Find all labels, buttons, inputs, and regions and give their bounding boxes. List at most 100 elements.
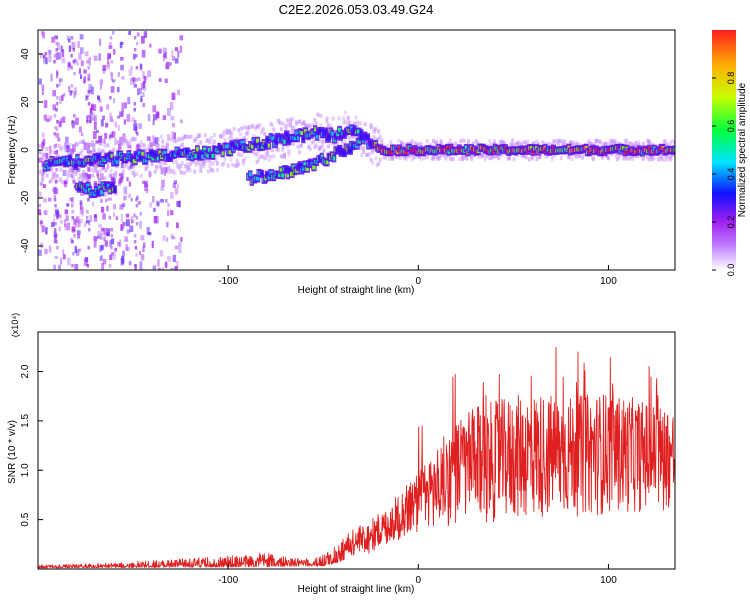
heatmap-halo [222,130,226,135]
heatmap-halo [109,168,113,173]
heatmap-speckle [149,142,153,148]
heatmap-ridge-core [365,135,370,140]
heatmap-speckle [137,88,140,96]
heatmap-halo [301,127,305,132]
heatmap-speckle [151,240,154,249]
heatmap-speckle [99,79,104,85]
heatmap-halo [637,143,641,148]
heatmap-speckle [178,247,182,254]
heatmap-halo [124,139,128,144]
heatmap-speckle [120,64,124,71]
heatmap-halo [194,136,198,141]
heatmap-halo [38,170,41,175]
heatmap-ridge-core [298,163,302,168]
heatmap-halo [179,163,183,168]
snr-panel: -100 0 100 0.5 1.0 1.5 2.0 (x10⁴) SNR (10 * v… [7,313,676,595]
heatmap-ridge-core [673,147,675,152]
heatmap-halo [244,131,248,136]
heatmap-halo [287,149,291,154]
heatmap-halo [672,152,675,157]
heatmap-halo [100,167,104,172]
heatmap-halo [416,143,420,148]
heatmap-speckle [174,47,179,52]
heatmap-speckle [48,49,52,55]
heatmap-halo [477,154,481,159]
heatmap-halo [594,138,598,143]
heatmap-halo [649,155,653,160]
heatmap-halo [381,143,385,148]
heatmap-halo [42,152,46,157]
heatmap-halo [246,131,250,136]
heatmap-halo [348,120,352,125]
heatmap-speckle [97,173,100,179]
heatmap-halo [86,148,90,153]
heatmap-ridge-core [141,151,144,156]
y-tick-label: 0.5 [20,512,31,526]
heatmap-halo [372,135,376,140]
heatmap-halo [80,148,84,153]
heatmap-speckle [152,196,155,203]
heatmap-halo [196,134,200,139]
heatmap-speckle [172,183,176,189]
heatmap-halo [582,152,586,157]
heatmap-halo [258,154,262,159]
heatmap-halo [281,147,285,152]
heatmap-halo [509,143,513,148]
heatmap-halo [652,156,656,161]
heatmap-speckle [80,74,83,79]
heatmap-ridge-core [69,156,72,161]
heatmap-ridge-core [279,168,284,173]
heatmap-speckle [128,30,132,36]
heatmap-halo [190,134,194,139]
heatmap-speckle [102,258,107,265]
heatmap-halo [77,177,81,182]
heatmap-speckle [164,261,168,268]
heatmap-halo [182,134,186,139]
heatmap-halo [244,138,248,143]
heatmap-halo [185,168,189,173]
heatmap-halo [327,144,331,149]
heatmap-halo [372,129,376,134]
y-tick-label: 20 [20,96,31,108]
heatmap-speckle [52,104,56,111]
heatmap-speckle [142,245,145,252]
heatmap-striation [56,174,59,178]
heatmap-speckle [98,53,102,61]
heatmap-ridge-core [286,173,290,178]
heatmap-halo [174,138,178,143]
heatmap-halo [282,154,286,159]
heatmap-striation [108,216,112,220]
heatmap-halo [395,154,399,159]
heatmap-halo [597,139,601,144]
heatmap-halo [480,153,484,158]
heatmap-halo [298,119,302,124]
heatmap-striation [133,174,136,178]
heatmap-halo [617,155,621,160]
heatmap-speckle [104,132,108,139]
heatmap-halo [614,153,618,158]
heatmap-halo [352,122,356,127]
heatmap-halo [132,170,136,175]
heatmap-striation [86,210,89,214]
heatmap-halo [54,176,58,181]
heatmap-striation [56,120,59,124]
heatmap-speckle [122,250,125,257]
heatmap-speckle [58,95,62,104]
heatmap-halo [158,164,162,169]
heatmap-halo [591,155,595,160]
heatmap-speckle [127,96,131,105]
heatmap-halo [497,156,501,161]
heatmap-speckle [159,250,164,257]
heatmap-halo [623,154,627,159]
heatmap-halo [532,141,536,146]
heatmap-speckle [53,235,57,244]
heatmap-halo [623,139,627,144]
heatmap-speckle [98,224,102,228]
heatmap-halo [79,173,83,178]
heatmap-halo [538,154,542,159]
heatmap-speckle [109,134,113,138]
heatmap-speckle [42,31,45,39]
heatmap-ridge-core [305,166,309,171]
heatmap-striation [109,36,113,40]
heatmap-speckle [155,111,160,119]
